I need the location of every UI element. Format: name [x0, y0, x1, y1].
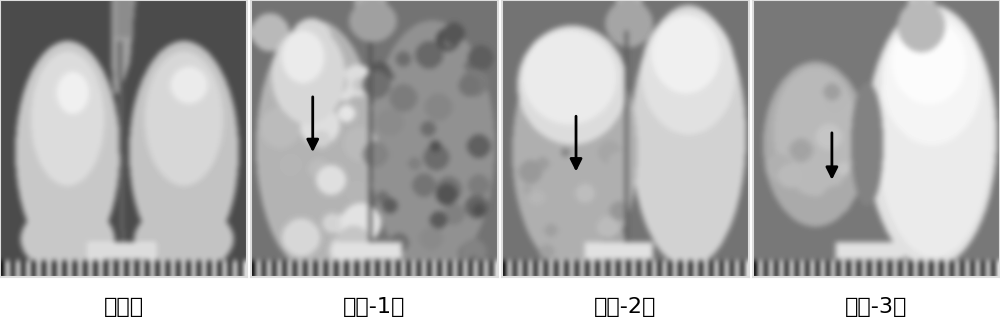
Text: 模型-1周: 模型-1周 [343, 297, 406, 317]
Text: 假模型: 假模型 [104, 297, 144, 317]
Text: 模型-2周: 模型-2周 [594, 297, 657, 317]
Text: 模型-3周: 模型-3周 [845, 297, 908, 317]
